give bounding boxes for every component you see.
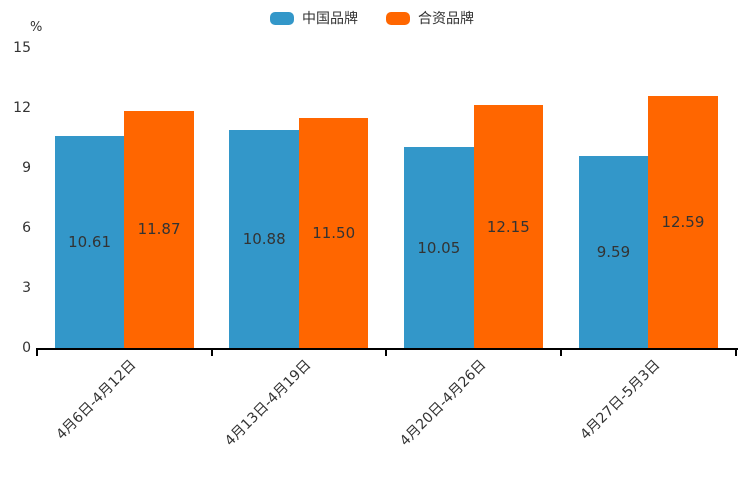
legend-item-label: 中国品牌 xyxy=(302,11,358,27)
y-axis-unit-label: % xyxy=(30,20,43,35)
y-axis-tick-label: 9 xyxy=(22,160,31,176)
x-axis-tick-mark xyxy=(36,350,38,356)
x-axis-category-label: 4月20日-4月26日 xyxy=(396,357,489,450)
y-axis-tick-label: 15 xyxy=(13,40,31,56)
y-axis-tick-label: 0 xyxy=(22,340,31,356)
x-axis-category-label: 4月13日-4月19日 xyxy=(221,357,315,450)
y-axis-tick-label: 3 xyxy=(22,280,31,296)
bar-series1-cat3[interactable] xyxy=(648,96,718,348)
bar-series0-cat0[interactable] xyxy=(54,135,125,348)
x-axis-line xyxy=(36,348,738,350)
y-axis-tick-label: 12 xyxy=(13,100,31,116)
x-axis-tick-mark xyxy=(559,350,562,356)
bar-series1-cat2[interactable] xyxy=(473,105,544,348)
x-axis-tick-mark xyxy=(385,350,388,356)
y-axis-tick-label: 6 xyxy=(22,220,31,236)
legend-item-series0[interactable]: 中国品牌 xyxy=(270,8,358,28)
bar-series0-cat3[interactable] xyxy=(578,156,649,348)
x-axis-tick-mark xyxy=(734,350,737,356)
legend-marker-icon xyxy=(386,11,410,25)
legend-marker-icon xyxy=(270,11,294,25)
legend: 中国品牌 合资品牌 xyxy=(0,8,744,28)
bar-series0-cat1[interactable] xyxy=(229,130,299,348)
x-axis-category-label: 4月6日-4月12日 xyxy=(53,357,140,443)
bar-series1-cat1[interactable] xyxy=(298,118,369,348)
x-axis-tick-mark xyxy=(210,350,213,356)
legend-item-label: 合资品牌 xyxy=(418,11,474,27)
legend-item-series1[interactable]: 合资品牌 xyxy=(386,8,474,28)
x-axis-category-label: 4月27日-5月3日 xyxy=(577,357,664,443)
bar-series1-cat0[interactable] xyxy=(124,110,194,348)
bar-series0-cat2[interactable] xyxy=(404,147,474,348)
